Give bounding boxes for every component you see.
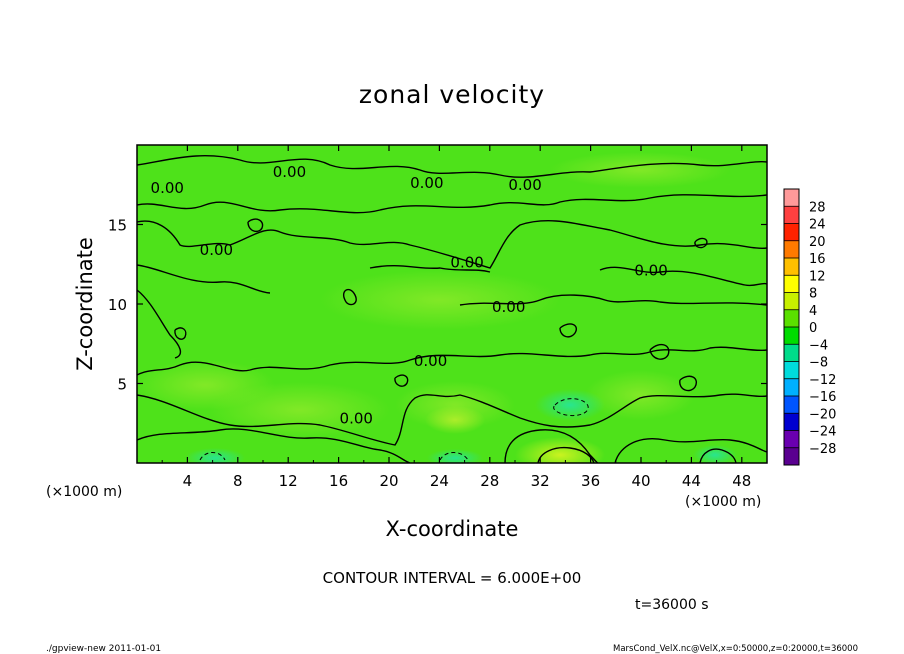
y-axis: 5 10 15 (108, 217, 767, 394)
field-shading (137, 152, 737, 463)
colorbar-label: −12 (809, 373, 836, 388)
colorbar-label: 28 (809, 200, 826, 215)
contour-interval: CONTOUR INTERVAL = 6.000E+00 (323, 569, 582, 587)
x-tick-label: 8 (233, 472, 243, 490)
x-unit-left: (×1000 m) (46, 484, 122, 500)
colorbar-swatch (784, 413, 799, 431)
colorbar-swatch (784, 344, 799, 362)
y-tick-label: 15 (108, 217, 127, 235)
colorbar-label: 12 (809, 269, 826, 284)
colorbar-swatch (784, 327, 799, 345)
contour-negative (199, 398, 589, 461)
colorbar-swatch (784, 378, 799, 397)
colorbar-swatch (784, 189, 799, 207)
contour-label: 0.00 (200, 241, 233, 259)
footer-right: MarsCond_VelX.nc@VelX,x=0:50000,z=0:2000… (613, 644, 858, 654)
contour-label: 0.00 (151, 179, 184, 197)
colorbar-swatch (784, 223, 799, 242)
colorbar-label: −28 (809, 442, 836, 457)
x-tick-label: 44 (682, 472, 701, 490)
colorbar: 28 24 20 16 12 8 4 0 −4 −8 −12 −16 −20 −24 −28 (783, 188, 836, 466)
colorbar-swatch (784, 447, 799, 466)
colorbar-label: 8 (809, 287, 817, 302)
chart-title: zonal velocity (359, 80, 545, 109)
footer-left: ./gpview-new 2011-01-01 (46, 644, 161, 654)
contour-label: 0.00 (410, 174, 443, 192)
colorbar-label: 16 (809, 252, 826, 267)
colorbar-label: −16 (809, 390, 836, 405)
colorbar-swatch (784, 275, 799, 293)
x-tick-label: 16 (329, 472, 348, 490)
contour-label: 0.00 (492, 298, 525, 316)
colorbar-label: 4 (809, 304, 817, 319)
contour-label: 0.00 (450, 254, 483, 272)
colorbar-swatch (784, 258, 799, 276)
contour-label: 0.00 (414, 352, 447, 370)
colorbar-swatch (784, 430, 799, 449)
x-tick-label: 28 (480, 472, 499, 490)
colorbar-swatch (784, 292, 799, 311)
contour-label: 0.00 (508, 176, 541, 194)
y-tick-label: 5 (117, 376, 127, 394)
colorbar-swatch (784, 206, 799, 224)
x-unit-right: (×1000 m) (685, 494, 761, 510)
colorbar-swatch (784, 361, 799, 380)
colorbar-label: −20 (809, 407, 836, 422)
x-tick-label: 40 (631, 472, 650, 490)
y-tick-label: 10 (108, 296, 127, 314)
x-axis-label: X-coordinate (386, 517, 519, 541)
y-axis-label: Z-coordinate (73, 237, 97, 371)
colorbar-label: 20 (809, 235, 826, 250)
contour-label: 0.00 (340, 409, 373, 427)
contour-label: 0.00 (634, 262, 667, 280)
colorbar-label: 24 (809, 218, 826, 233)
x-tick-label: 36 (581, 472, 600, 490)
x-tick-label: 12 (279, 472, 298, 490)
x-tick-label: 32 (531, 472, 550, 490)
colorbar-label: −4 (809, 338, 828, 353)
colorbar-swatch (784, 396, 799, 414)
colorbar-label: −8 (809, 356, 828, 371)
colorbar-label: −24 (809, 425, 836, 440)
x-tick-label: 24 (430, 472, 449, 490)
x-tick-label: 20 (379, 472, 398, 490)
x-axis: 4 8 12 16 20 24 28 32 36 40 44 48 (161, 145, 751, 490)
contour-lines (137, 155, 767, 463)
contour-label: 0.00 (273, 163, 306, 181)
contour-labels: 0.00 0.00 0.00 0.00 0.00 0.00 0.00 0.00 0.00 0.00 (151, 163, 668, 427)
colorbar-swatch (784, 309, 799, 328)
time-label: t=36000 s (635, 597, 709, 613)
colorbar-swatch (784, 240, 799, 259)
colorbar-label: 0 (809, 321, 817, 336)
x-tick-label: 48 (732, 472, 751, 490)
x-tick-label: 4 (183, 472, 193, 490)
